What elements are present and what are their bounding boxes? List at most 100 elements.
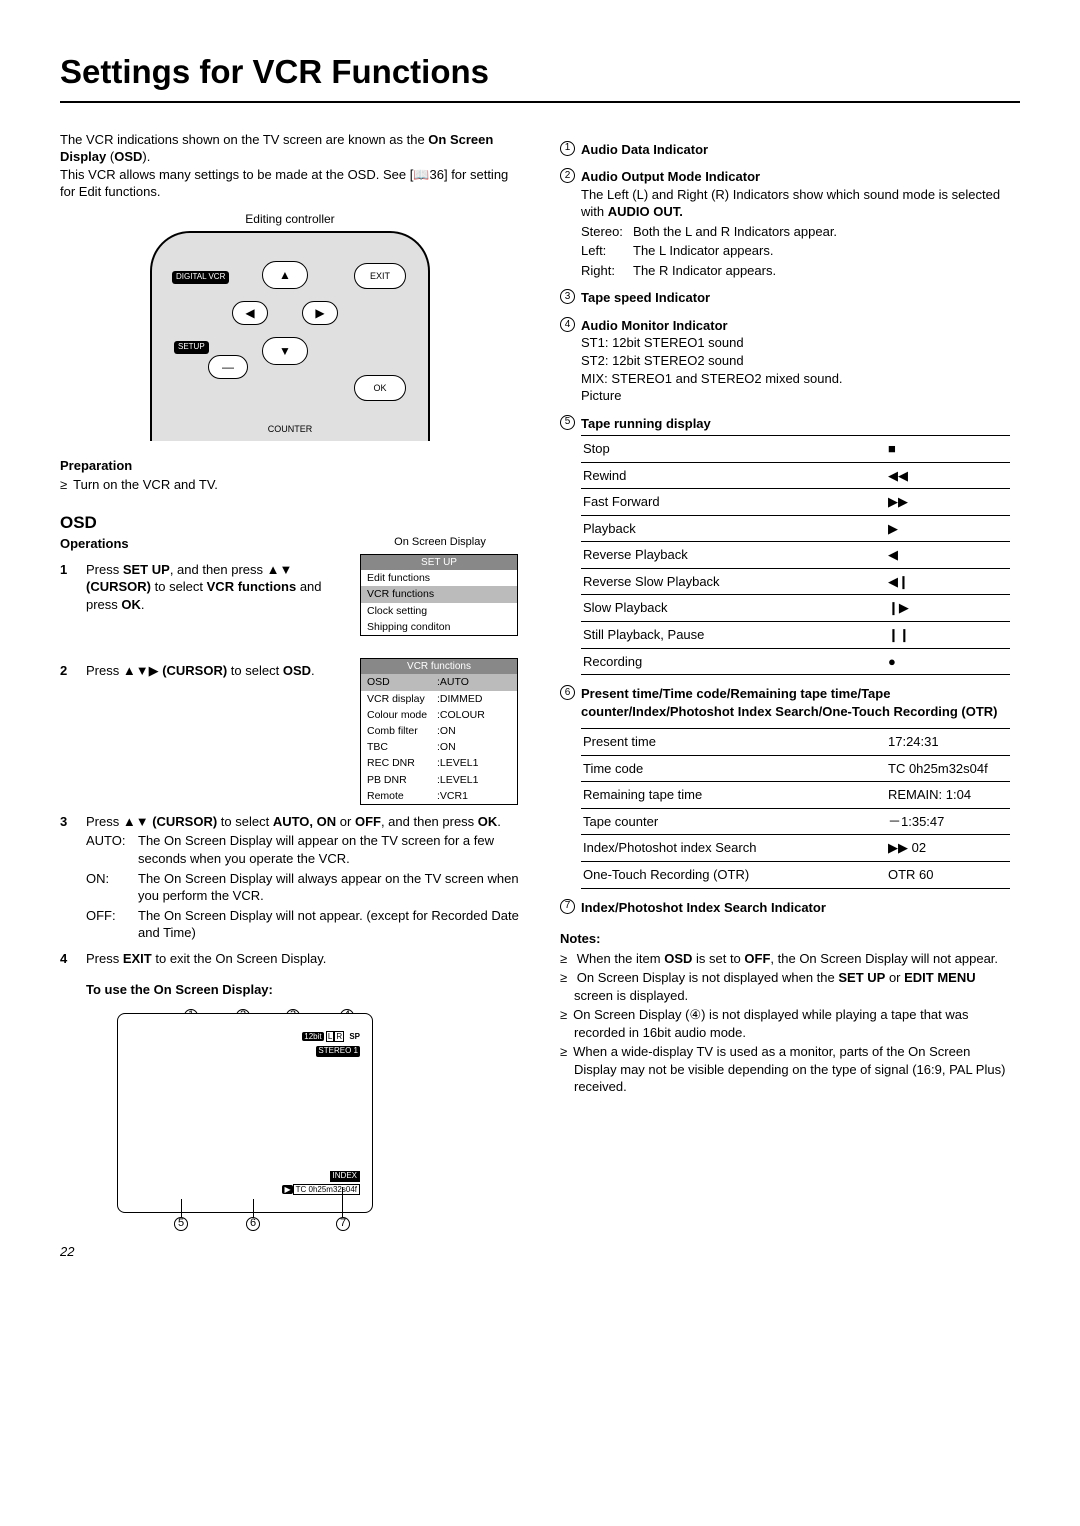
k: ON:	[86, 870, 138, 905]
c: Index/Photoshot index Search	[583, 839, 888, 857]
body: Audio Output Mode Indicator The Left (L)…	[581, 168, 1010, 279]
k: Stereo:	[581, 223, 633, 241]
t: VCR functions	[207, 579, 297, 594]
op2: 2 Press ▲▼▶ (CURSOR) to select OSD.	[60, 662, 340, 680]
c: －1:35:47	[888, 813, 1008, 831]
table-row: Present time17:24:31	[581, 728, 1010, 756]
c: Reverse Playback	[583, 546, 888, 564]
left-button: ◀	[232, 301, 268, 325]
c: Fast Forward	[583, 493, 888, 511]
lbl: Tape speed Indicator	[581, 289, 1010, 307]
tv-diagram: 1 2 3 4 12bit LR SP STEREO 1 INDEX ▶TC 0…	[100, 1013, 390, 1213]
table-row: Still Playback, Pause❙❙	[581, 622, 1010, 649]
c: Time code	[583, 760, 888, 778]
note-2: On Screen Display is not displayed when …	[560, 969, 1010, 1004]
left-column: The VCR indications shown on the TV scre…	[60, 131, 520, 1261]
indicator-2: 2 Audio Output Mode Indicator The Left (…	[560, 168, 1010, 279]
menu-title: VCR functions	[361, 659, 517, 675]
page-number: 22	[60, 1243, 520, 1261]
k: AUTO:	[86, 832, 138, 867]
table-row: Time codeTC 0h25m32s04f	[581, 756, 1010, 783]
callout-6: 6	[246, 1217, 260, 1231]
t: When the item	[577, 951, 664, 966]
heading: Tape running display	[581, 415, 1010, 433]
t: EDIT MENU	[904, 970, 976, 985]
vcr-menu-diagram: VCR functions OSD: AUTO VCR display: DIM…	[360, 654, 520, 805]
callout-5: 5	[174, 1217, 188, 1231]
remote-body: DIGITAL VCR ▲ EXIT ◀ ▶ SETUP ▼ — OK COUN…	[150, 231, 430, 441]
c: ◀◀	[888, 467, 1008, 485]
c: ●	[888, 653, 1008, 671]
c: Recording	[583, 653, 888, 671]
c: Remaining tape time	[583, 786, 888, 804]
t: to select	[217, 814, 273, 829]
c: ■	[888, 440, 1008, 458]
play-chip: ▶	[282, 1185, 292, 1194]
menu-item: Clock setting	[361, 603, 517, 619]
t: Press ▲▼	[86, 814, 152, 829]
menu-item: Edit functions	[361, 570, 517, 586]
t: , and then press ▲▼	[170, 562, 293, 577]
c: REMAIN: 1:04	[888, 786, 1008, 804]
menu-item: REC DNR: LEVEL1	[361, 755, 517, 771]
k: Right:	[581, 262, 633, 280]
callout-7: 7	[336, 1217, 350, 1231]
t: OK	[478, 814, 498, 829]
indicator-7: 7Index/Photoshot Index Search Indicator	[560, 899, 1010, 917]
c: 17:24:31	[888, 733, 1008, 751]
c: Rewind	[583, 467, 888, 485]
body: Tape running display Stop■ Rewind◀◀ Fast…	[581, 415, 1010, 675]
stereo-chip: STEREO 1	[316, 1046, 360, 1057]
text: MIX: STEREO1 and STEREO2 mixed sound.	[581, 370, 1010, 388]
remote-caption: Editing controller	[140, 211, 440, 227]
op1: 1 Press SET UP, and then press ▲▼ (CURSO…	[60, 561, 340, 614]
c: ❙❙	[888, 626, 1008, 644]
title-rule	[60, 101, 1020, 103]
text: (	[106, 149, 114, 164]
t: OFF	[355, 814, 381, 829]
bit-chip: 12bit	[302, 1032, 323, 1041]
table-row: Index/Photoshot index Search▶▶ 02	[581, 835, 1010, 862]
tc-chip: TC 0h25m32s04f	[293, 1184, 360, 1195]
table-row: Stop■	[581, 435, 1010, 463]
step-body: Press ▲▼ (CURSOR) to select AUTO, ON or …	[86, 813, 520, 942]
operations-heading: Operations	[60, 535, 340, 553]
digital-vcr-label: DIGITAL VCR	[172, 271, 229, 284]
indicator-5: 5 Tape running display Stop■ Rewind◀◀ Fa…	[560, 415, 1010, 675]
c: Stop	[583, 440, 888, 458]
op3: 3 Press ▲▼ (CURSOR) to select AUTO, ON o…	[60, 813, 520, 942]
menu-item: OSD: AUTO	[361, 674, 517, 690]
remote-diagram: Editing controller DIGITAL VCR ▲ EXIT ◀ …	[140, 211, 440, 441]
step-num: 1	[60, 561, 78, 614]
menu-item: Shipping conditon	[361, 619, 517, 635]
t: , and then press	[381, 814, 478, 829]
t: or	[885, 970, 904, 985]
preparation-heading: Preparation	[60, 457, 520, 475]
heading: Audio Monitor Indicator	[581, 317, 1010, 335]
text: OSD	[114, 149, 142, 164]
t: to exit the On Screen Display.	[152, 951, 327, 966]
body: Present time/Time code/Remaining tape ti…	[581, 685, 1010, 888]
t: EXIT	[123, 951, 152, 966]
osd-caption: On Screen Display	[360, 535, 520, 550]
t: or	[336, 814, 355, 829]
table-row: Rewind◀◀	[581, 463, 1010, 490]
table-row: Recording●	[581, 649, 1010, 676]
menu-item: VCR display: DIMMED	[361, 691, 517, 707]
text: The Left (L) and Right (R) Indicators sh…	[581, 186, 1010, 221]
v: The R Indicator appears.	[633, 262, 1010, 280]
t: On Screen Display is not displayed when …	[577, 970, 839, 985]
table-row: Playback▶	[581, 516, 1010, 543]
menu-item: Remote: VCR1	[361, 788, 517, 804]
indicator-4: 4 Audio Monitor Indicator ST1: 12bit STE…	[560, 317, 1010, 405]
t: Press	[86, 562, 123, 577]
c: Reverse Slow Playback	[583, 573, 888, 591]
c: Tape counter	[583, 813, 888, 831]
text: ST1: 12bit STEREO1 sound	[581, 334, 1010, 352]
sp-label: SP	[349, 1032, 360, 1041]
t: OK	[121, 597, 141, 612]
note-3: On Screen Display (④) is not displayed w…	[560, 1006, 1010, 1041]
v: The On Screen Display will appear on the…	[138, 832, 520, 867]
up-button: ▲	[262, 261, 308, 289]
page-title: Settings for VCR Functions	[60, 50, 1020, 95]
